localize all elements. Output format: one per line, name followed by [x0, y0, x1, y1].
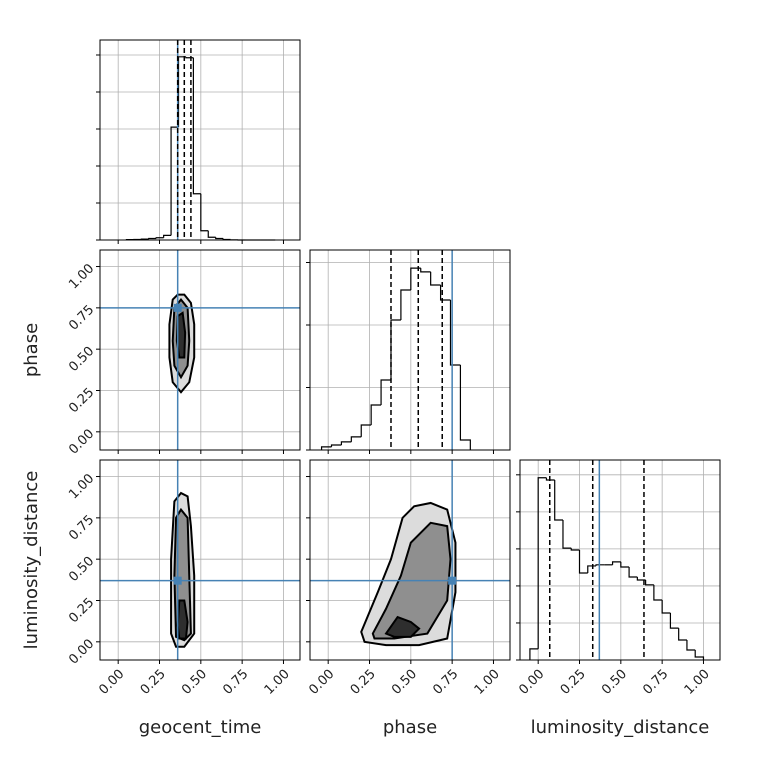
hist-bin	[330, 444, 342, 447]
x-tick-label: 1.00	[682, 667, 713, 698]
hist-bin	[449, 300, 461, 366]
y-tick-label: 0.00	[66, 637, 97, 668]
hist-bin	[163, 234, 172, 238]
hist-bin	[400, 289, 411, 320]
hist-bin	[390, 319, 401, 380]
hist-bin	[620, 561, 630, 568]
hist-bin	[669, 612, 679, 629]
x-axis-title: phase	[383, 717, 437, 738]
x-tick-label: 0.25	[348, 667, 379, 698]
hist-bin	[340, 441, 352, 445]
hist-bin	[380, 379, 391, 405]
truth-marker	[173, 303, 182, 312]
hist-bin	[207, 230, 216, 238]
x-tick-label: 1.00	[262, 667, 293, 698]
x-axis-title: luminosity_distance	[531, 717, 710, 738]
x-tick-label: 0.25	[558, 667, 589, 698]
hist-bin	[360, 424, 372, 437]
y-tick-label: 0.25	[66, 385, 97, 416]
contour	[384, 615, 421, 638]
panel-frame	[99, 459, 301, 661]
hist-bin	[420, 268, 431, 273]
y-axis-title: phase	[21, 323, 42, 377]
y-axis-title: luminosity_distance	[21, 471, 42, 650]
hist-bin	[155, 237, 164, 239]
truth-marker	[173, 576, 182, 585]
x-tick-label: 0.75	[220, 667, 251, 698]
y-tick-label: 1.00	[66, 261, 97, 292]
hist-bin	[636, 577, 646, 581]
panel-frame	[519, 459, 721, 661]
truth-marker	[448, 576, 457, 585]
hist-bin	[170, 126, 179, 236]
hist-bin	[554, 480, 563, 521]
x-tick-label: 0.50	[599, 667, 630, 698]
hist-bin	[595, 564, 605, 566]
hist-bin	[320, 446, 332, 450]
x-tick-label: 0.00	[96, 667, 127, 698]
hist-bin	[185, 56, 194, 59]
panel-frame	[309, 249, 511, 451]
x-tick-label: 0.00	[306, 667, 337, 698]
x-axis-title: geocent_time	[139, 717, 262, 738]
contour	[176, 599, 189, 640]
hist-bin	[222, 238, 231, 241]
x-tick-label: 0.50	[389, 667, 420, 698]
hist-bin	[350, 436, 362, 442]
panel-frame	[309, 459, 511, 661]
hist-bin	[694, 650, 705, 660]
hist-bin	[215, 237, 224, 240]
hist-bin	[570, 548, 580, 551]
hist-bin	[200, 193, 209, 232]
hist-bin	[578, 550, 588, 574]
hist-bin	[611, 561, 621, 565]
hist-bin	[439, 285, 451, 301]
y-tick-label: 0.00	[66, 427, 97, 458]
hist-bin	[545, 477, 555, 481]
contour	[175, 311, 187, 359]
y-tick-label: 0.75	[66, 513, 97, 544]
x-tick-label: 0.50	[179, 667, 210, 698]
hist-bin	[370, 404, 382, 425]
y-tick-label: 0.50	[66, 554, 97, 585]
hist-bin	[177, 56, 186, 128]
hist-bin	[587, 565, 597, 573]
hist-bin	[529, 648, 539, 660]
hist-bin	[678, 628, 687, 641]
x-tick-label: 0.00	[516, 667, 547, 698]
hist-bin	[645, 580, 654, 586]
panel-frame	[99, 39, 301, 241]
y-tick-label: 0.50	[66, 344, 97, 375]
hist-bin	[661, 600, 671, 614]
hist-bin	[653, 584, 663, 601]
hist-bin	[562, 520, 572, 549]
hist-bin	[459, 365, 471, 450]
hist-bin	[430, 271, 441, 286]
y-tick-label: 0.25	[66, 595, 97, 626]
hist-bin	[686, 640, 696, 651]
hist-bin	[628, 567, 638, 578]
hist-bin	[148, 237, 157, 240]
x-tick-label: 0.75	[640, 667, 671, 698]
x-tick-label: 1.00	[472, 667, 503, 698]
hist-bin	[537, 477, 547, 649]
x-tick-label: 0.75	[430, 667, 461, 698]
y-tick-label: 1.00	[66, 471, 97, 502]
panel-frame	[99, 249, 301, 451]
hist-bin	[192, 57, 201, 195]
hist-bin	[410, 267, 421, 290]
y-tick-label: 0.75	[66, 303, 97, 334]
x-tick-label: 0.25	[138, 667, 169, 698]
